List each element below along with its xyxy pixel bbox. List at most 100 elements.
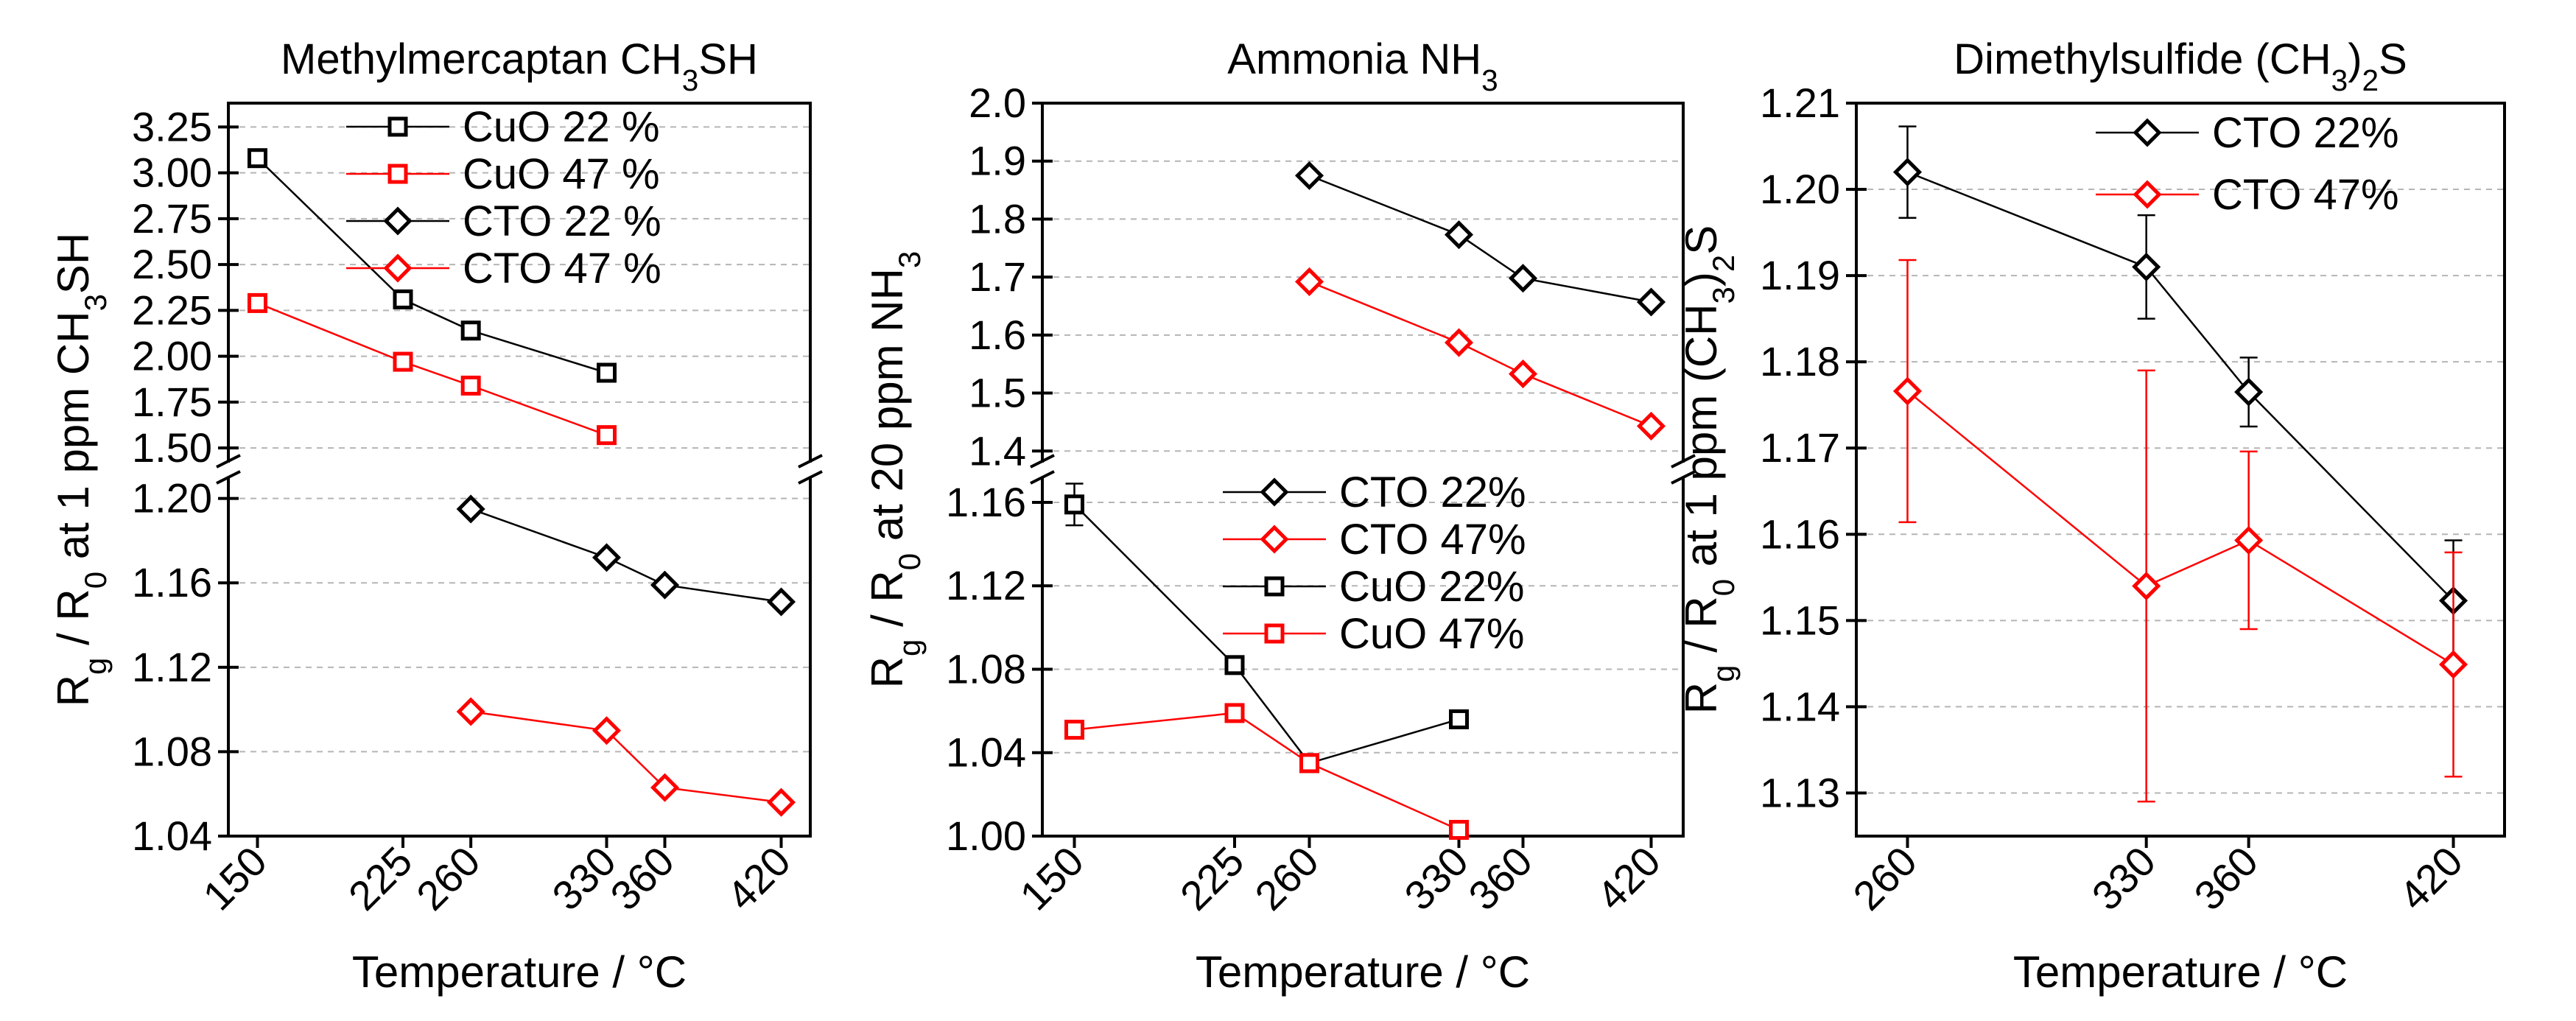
x-tick-label: 225 (340, 838, 421, 919)
y-axis-label-part: R (863, 656, 912, 688)
data-point (456, 494, 485, 524)
data-point (1508, 264, 1538, 293)
series-line (256, 157, 607, 374)
data-point (766, 787, 796, 817)
data-point (460, 320, 481, 341)
chart-title-part: ) (2348, 35, 2362, 83)
chart-title-part: Methylmercaptan CH (281, 35, 682, 83)
data-point (248, 292, 267, 313)
data-point (2132, 571, 2161, 601)
legend-item-cto-22: CTO 22% (1223, 469, 1526, 516)
y-tick-label: 3.25 (132, 103, 212, 150)
data-point (393, 289, 413, 309)
y-tick-label: 1.20 (1760, 166, 1840, 212)
data-point (456, 697, 485, 726)
x-axis-label: Temperature / °C (2013, 947, 2348, 997)
y-tick-label: 2.25 (132, 287, 212, 333)
y-tick-label: 1.5 (969, 370, 1026, 416)
y-axis-label: Rg / R0 at 20 ppm NH3 (863, 251, 927, 689)
y-tick-label: 2.50 (132, 241, 212, 287)
data-point (1892, 376, 1923, 406)
legend-label: CuO 22% (1339, 563, 1524, 611)
chart-title: Ammonia NH3 (1227, 35, 1498, 97)
series-line (1309, 175, 1652, 304)
legend-marker (1264, 623, 1285, 644)
y-axis-label-part: at 1 ppm (CH (1677, 304, 1726, 578)
legend: CTO 22% CTO 47% (2096, 109, 2399, 219)
data-point (1892, 158, 1923, 187)
axis-break-mark (798, 454, 823, 469)
y-tick-label: 1.50 (132, 424, 212, 471)
y-tick-label: 1.15 (1760, 597, 1840, 643)
y-axis-label-part: 3 (78, 294, 113, 311)
data-point (597, 362, 617, 383)
y-axis-label: Rg / R0 at 1 ppm (CH3)2S (1677, 225, 1741, 715)
series-line (1074, 712, 1460, 831)
y-axis-label-part: S (1677, 225, 1726, 255)
series-line (257, 302, 607, 436)
y-axis-label-part: SH (49, 233, 98, 294)
legend-item-cto-22: CTO 22% (2096, 109, 2399, 157)
chart-title: Dimethylsulfide (CH3)2S (1954, 35, 2407, 97)
y-tick-label: 1.21 (1760, 80, 1840, 126)
y-tick-label: 1.4 (969, 427, 1026, 474)
legend-item-cto-47: CTO 47 % (346, 245, 661, 292)
x-tick-label: 330 (1395, 838, 1477, 919)
legend-marker (2133, 180, 2162, 209)
data-point (650, 773, 680, 802)
series-line (470, 508, 782, 603)
y-tick-label: 2.0 (969, 80, 1026, 126)
x-tick-label: 420 (717, 838, 799, 919)
data-point (460, 375, 481, 396)
y-tick-label: 1.18 (1760, 338, 1840, 385)
data-point (592, 716, 622, 745)
data-point (1508, 359, 1538, 389)
chart-title-part: Dimethylsulfide (CH (1954, 35, 2331, 83)
data-point (1444, 328, 1474, 357)
data-point (1294, 161, 1324, 190)
x-axis-label: Temperature / °C (352, 947, 687, 997)
data-point (650, 570, 680, 600)
legend-label: CTO 47 % (463, 245, 661, 292)
lower-panel-frame (227, 477, 812, 838)
legend-marker (383, 206, 413, 236)
y-axis-label-part: 0 (1706, 579, 1741, 596)
y-tick-label: 1.17 (1760, 424, 1840, 471)
series-cto-22 (1294, 161, 1666, 317)
y-tick-label: 3.00 (132, 150, 212, 196)
y-tick-label: 1.16 (132, 559, 212, 606)
legend-marker (1260, 477, 1289, 507)
legend-marker (2133, 118, 2162, 147)
y-axis-label-part: R (49, 675, 98, 706)
y-axis-label-part: at 1 ppm CH (49, 311, 98, 571)
y-tick-label: 1.7 (969, 253, 1026, 300)
data-point (1636, 411, 1666, 441)
y-axis-label-part: / R (49, 589, 98, 657)
legend-label: CTO 22 % (463, 197, 661, 245)
legend-marker (1260, 524, 1289, 554)
series-cto-22 (456, 494, 796, 617)
y-tick-label: 1.00 (946, 813, 1026, 859)
data-point (1064, 494, 1084, 515)
data-point (2234, 525, 2264, 555)
legend-item-cuo-22: CuO 22 % (346, 103, 660, 151)
legend-label: CuO 47% (1339, 610, 1524, 658)
series-cuo-47 (1064, 703, 1469, 841)
x-tick-label: 420 (1587, 838, 1669, 919)
y-tick-label: 1.12 (946, 562, 1026, 608)
legend-marker (1264, 576, 1285, 597)
data-point (766, 587, 796, 617)
legend-label: CuO 47 % (463, 150, 660, 198)
legend-label: CTO 22% (2212, 109, 2399, 157)
upper-panel-frame (1041, 102, 1685, 463)
data-point (1299, 753, 1319, 773)
y-tick-label: 1.75 (132, 379, 212, 425)
data-point (393, 351, 413, 372)
chart-methylmercaptan: 1.501.752.002.252.502.753.003.25 1.04 1.08… (49, 35, 823, 997)
x-tick-label: 225 (1171, 838, 1253, 919)
series-line (1907, 171, 2454, 602)
legend: CuO 22 %CuO 47 %CTO 22 %CTO 47 % (346, 103, 661, 292)
legend-marker (387, 116, 408, 137)
legend-label: CTO 22% (1339, 469, 1526, 516)
